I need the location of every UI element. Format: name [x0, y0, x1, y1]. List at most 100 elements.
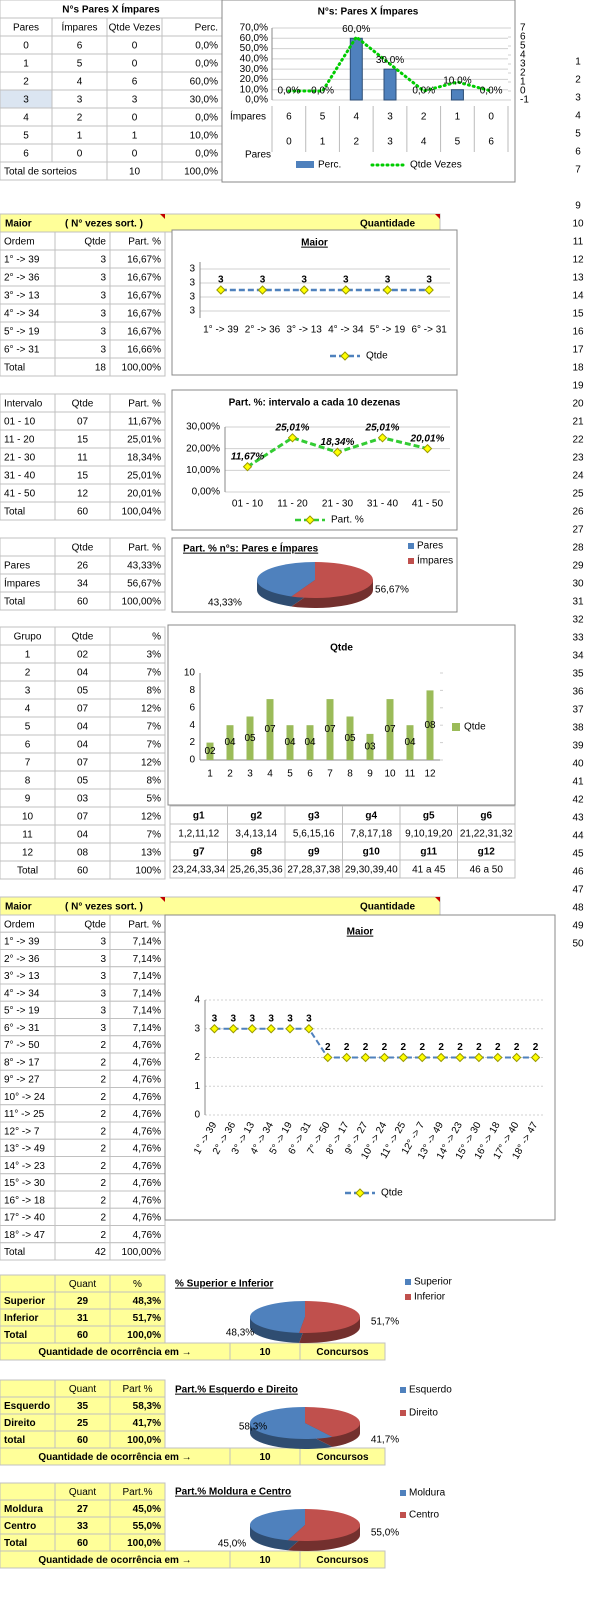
cell-text: 5° -> 19	[4, 327, 40, 338]
group-range: 21,22,31,32	[460, 829, 513, 840]
data-label: 56,67%	[375, 585, 409, 596]
group-range: 7,8,17,18	[350, 829, 392, 840]
group-label: g7	[193, 847, 205, 858]
marker	[379, 1052, 390, 1063]
cell-text: Total de sorteios	[4, 167, 77, 178]
cell-text: 1	[132, 131, 138, 142]
chart-title: N°s: Pares X Ímpares	[318, 5, 419, 18]
group-range: 29,30,39,40	[345, 865, 398, 876]
bar	[386, 699, 394, 760]
row-number: 15	[572, 309, 584, 320]
cell-text: 01 - 10	[4, 417, 36, 428]
cell-text: 1	[77, 131, 83, 142]
cell-text: 15° -> 30	[4, 1178, 45, 1189]
legend-swatch	[405, 1294, 411, 1300]
data-label: 18,34%	[321, 437, 355, 448]
y-tick-label: 20,00%	[186, 443, 220, 454]
cell-text: 60	[77, 1538, 89, 1549]
x-tick-label: 3	[387, 112, 393, 123]
y-tick-label: 3	[189, 306, 195, 317]
cell-text: 16,67%	[127, 273, 161, 284]
cell-text: 4,76%	[133, 1057, 161, 1068]
cell-text: 60	[77, 866, 89, 877]
cell-text: 02	[77, 650, 89, 661]
cell-text: Total	[4, 1247, 25, 1258]
cell-text: 2	[100, 1092, 106, 1103]
cell-text: 60	[77, 507, 89, 518]
cell-text: 07	[77, 417, 89, 428]
cell-text: 60	[77, 597, 89, 608]
cell-text: 2	[100, 1161, 106, 1172]
row-number: 43	[572, 813, 584, 824]
pie-slice	[250, 1407, 333, 1439]
legend-label: Perc.	[318, 160, 341, 171]
data-label: 3	[260, 275, 266, 286]
cell-text: 7,14%	[133, 988, 161, 999]
cell-text: 2° -> 36	[4, 954, 40, 965]
data-label: 2	[419, 1042, 425, 1053]
legend-label: Qtde Vezes	[410, 160, 462, 171]
data-label: 25,01%	[275, 422, 310, 433]
data-label: 2	[382, 1042, 388, 1053]
cell-text: 4	[25, 704, 31, 715]
cell-text: 11° -> 25	[4, 1109, 45, 1120]
cell-text: 3%	[147, 650, 162, 661]
cell-text: Centro	[4, 1521, 36, 1532]
group-label: g9	[308, 847, 320, 858]
cell-text: Qtde Vezes	[109, 23, 161, 34]
x-tick-label: 7	[327, 769, 333, 780]
x-tick-label: 0	[286, 137, 292, 148]
data-label: 45,0%	[218, 1539, 246, 1550]
cell	[109, 357, 166, 377]
cell-text: 16,66%	[127, 345, 161, 356]
legend-swatch	[296, 161, 314, 168]
cell-text: Total	[4, 363, 25, 374]
data-label: 2	[401, 1042, 407, 1053]
data-label: 51,7%	[371, 1317, 399, 1328]
cell-text: 3	[100, 255, 106, 266]
cell-text: Concursos	[316, 1555, 369, 1566]
group-label: g4	[365, 811, 377, 822]
row-number: 22	[572, 435, 584, 446]
section-header-text: Quantidade	[360, 902, 415, 913]
chart-title: Maior	[347, 927, 374, 938]
cell-text: Part. %	[128, 399, 161, 410]
y-tick-label: 30,0%	[240, 64, 268, 75]
pie-slice	[249, 1509, 305, 1541]
cell-text: 1	[23, 59, 29, 70]
cell-text: Intervalo	[4, 399, 43, 410]
row-number: 35	[572, 669, 584, 680]
bar	[286, 725, 294, 760]
cell-text: 55,0%	[133, 1521, 161, 1532]
marker	[257, 285, 268, 295]
x-tick-label: 5	[320, 112, 326, 123]
cell	[0, 1482, 56, 1501]
group-range: 27,28,37,38	[287, 865, 340, 876]
y-tick-label: 4	[194, 995, 200, 1006]
y-tick-label: 0,00%	[192, 487, 220, 498]
category-row-name: Pares	[245, 150, 271, 161]
cell-text: 7%	[147, 668, 162, 679]
cell-text: total	[4, 1435, 25, 1446]
pie-slice	[291, 562, 374, 599]
cell-text: 4,76%	[133, 1230, 161, 1241]
data-label: 2	[363, 1042, 369, 1053]
legend-swatch	[408, 558, 414, 564]
cell-text: 2	[100, 1195, 106, 1206]
cell-text: 60	[77, 1330, 89, 1341]
cell-text: 6	[25, 740, 31, 751]
cell-text: 3	[100, 937, 106, 948]
data-label: 2	[514, 1042, 520, 1053]
cell-text: 20,01%	[127, 489, 161, 500]
cell	[299, 1550, 386, 1569]
cell	[299, 1342, 386, 1361]
row-number: 11	[573, 237, 584, 248]
cell-text: 8° -> 17	[4, 1057, 40, 1068]
row-number: 47	[572, 885, 584, 896]
y-tick-label: 3	[189, 292, 195, 303]
cell-text: 17° -> 40	[4, 1213, 45, 1224]
legend-label: Moldura	[409, 1488, 446, 1499]
row-number: 39	[572, 741, 584, 752]
legend-swatch	[408, 543, 414, 549]
x-tick-label: 1° -> 39	[203, 325, 239, 336]
